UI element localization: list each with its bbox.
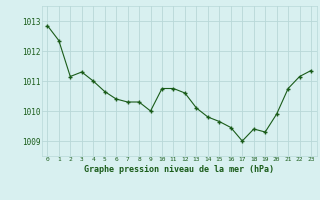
X-axis label: Graphe pression niveau de la mer (hPa): Graphe pression niveau de la mer (hPa) [84, 165, 274, 174]
